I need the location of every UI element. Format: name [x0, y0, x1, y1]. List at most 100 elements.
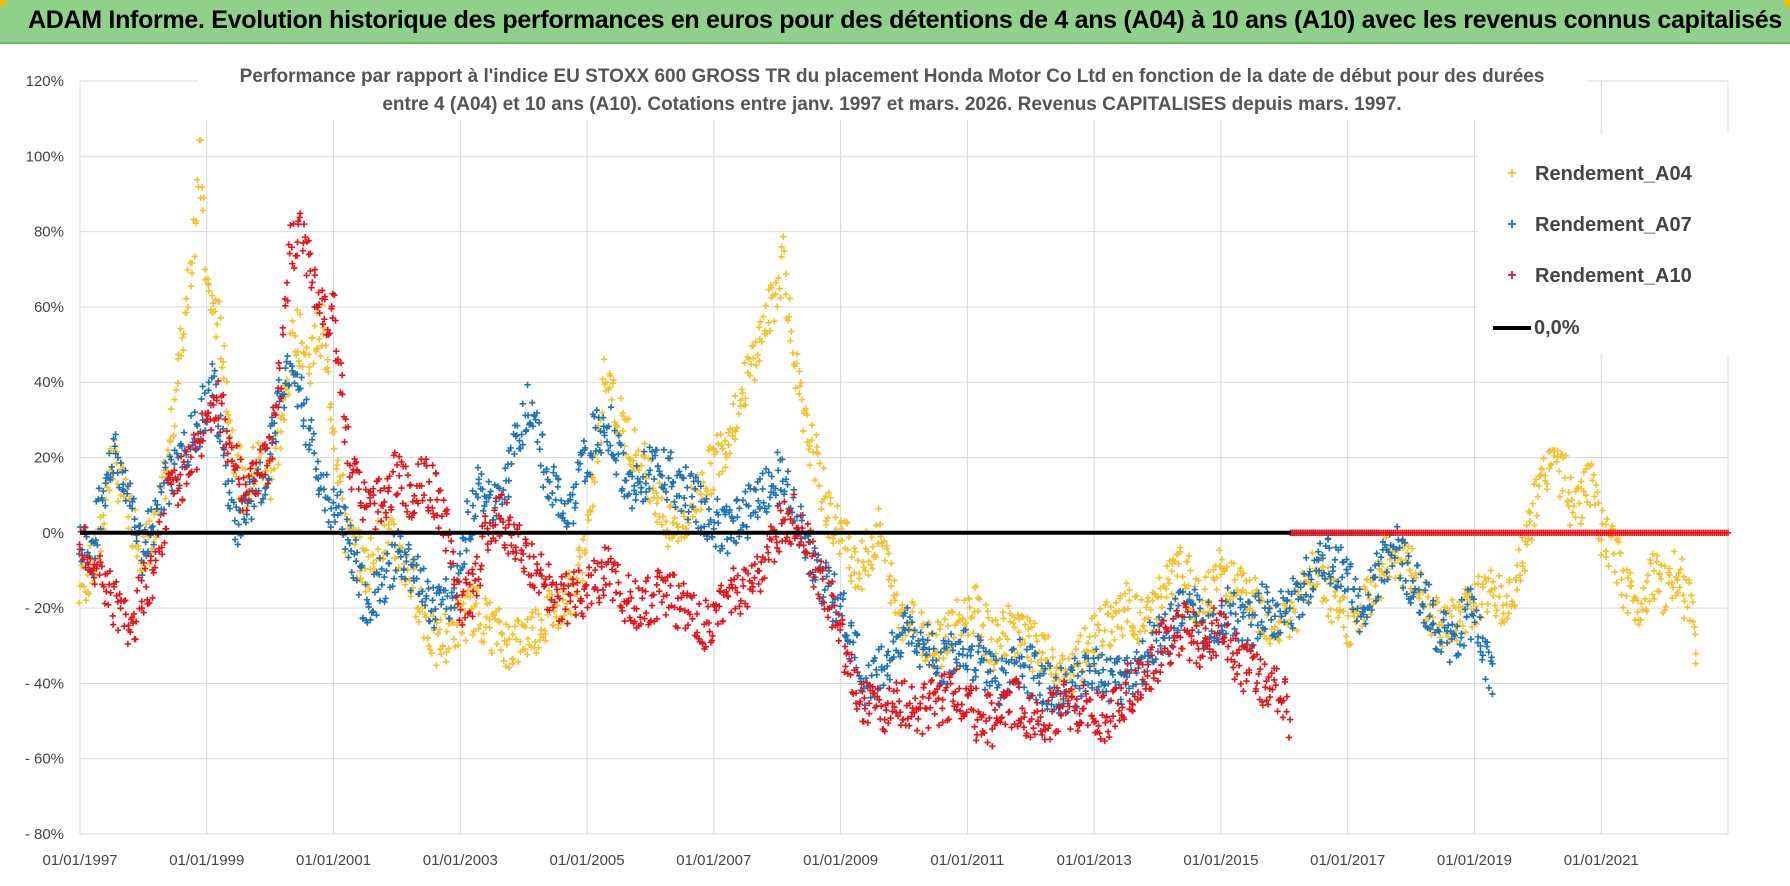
point-rendement-a04: [1168, 567, 1175, 575]
point-rendement-a07: [1234, 617, 1242, 625]
point-rendement-a10: [653, 581, 661, 589]
y-tick-label: 60%: [34, 299, 64, 316]
point-rendement-a10: [919, 693, 926, 701]
point-rendement-a10: [303, 272, 310, 279]
point-rendement-a04: [1336, 598, 1344, 605]
point-rendement-a04: [1492, 612, 1499, 619]
point-rendement-a07: [1076, 685, 1083, 692]
point-rendement-a07: [1405, 552, 1412, 560]
point-rendement-a07: [605, 447, 612, 454]
point-rendement-a07: [762, 465, 770, 473]
point-rendement-a07: [743, 523, 750, 530]
point-rendement-a04: [85, 590, 93, 598]
point-rendement-a07: [931, 663, 938, 670]
point-rendement-a07: [1300, 596, 1307, 604]
point-rendement-a04: [1118, 625, 1125, 632]
point-rendement-a10: [170, 490, 177, 498]
point-rendement-a04: [1115, 607, 1123, 615]
point-rendement-a04: [1091, 612, 1098, 619]
point-rendement-a04: [1075, 638, 1082, 645]
point-rendement-a07: [424, 578, 431, 585]
point-rendement-a10: [1030, 724, 1037, 732]
point-rendement-a07: [1205, 599, 1212, 606]
point-rendement-a10: [261, 441, 269, 448]
point-rendement-a04: [662, 518, 670, 525]
point-rendement-a07: [1193, 612, 1200, 620]
point-rendement-a04: [956, 611, 963, 618]
point-rendement-a10: [606, 580, 613, 588]
point-rendement-a04: [762, 302, 769, 309]
point-rendement-a07: [662, 488, 670, 496]
point-rendement-a10: [295, 221, 302, 228]
point-rendement-a04: [1541, 472, 1549, 479]
point-rendement-a07: [705, 505, 713, 513]
point-rendement-a10: [1111, 723, 1119, 730]
point-rendement-a04: [1496, 593, 1503, 600]
point-rendement-a04: [1559, 487, 1566, 494]
point-rendement-a07: [729, 517, 737, 525]
point-rendement-a07: [147, 506, 155, 513]
point-rendement-a07: [400, 566, 408, 573]
point-rendement-a07: [1018, 653, 1025, 660]
point-rendement-a04: [1179, 573, 1186, 581]
point-rendement-a04: [788, 328, 795, 335]
point-rendement-a07: [280, 404, 288, 411]
point-rendement-a04: [729, 432, 736, 440]
point-rendement-a04: [804, 411, 811, 418]
point-rendement-a04: [490, 611, 498, 619]
point-rendement-a07: [1146, 619, 1153, 626]
point-rendement-a10: [520, 568, 528, 575]
point-rendement-a10: [1279, 714, 1287, 721]
point-rendement-a10: [916, 700, 924, 707]
point-rendement-a04: [1580, 488, 1587, 495]
point-rendement-a07: [1383, 568, 1391, 576]
point-rendement-a10: [331, 291, 338, 299]
point-rendement-a07: [1441, 624, 1448, 631]
point-rendement-a07: [1046, 662, 1054, 670]
point-rendement-a04: [1124, 605, 1132, 612]
point-rendement-a04: [1649, 550, 1657, 557]
point-rendement-a04: [341, 511, 349, 518]
point-rendement-a10: [349, 469, 356, 476]
point-rendement-a07: [1035, 680, 1043, 687]
point-rendement-a07: [646, 467, 654, 474]
point-rendement-a04: [823, 517, 830, 525]
point-rendement-a10: [1020, 724, 1028, 731]
point-rendement-a10: [177, 453, 185, 460]
point-rendement-a04: [846, 564, 853, 572]
point-rendement-a10: [264, 480, 272, 487]
point-rendement-a07: [675, 468, 683, 475]
point-rendement-a07: [660, 446, 668, 454]
point-rendement-a04: [1028, 658, 1035, 665]
point-rendement-a04: [212, 333, 220, 341]
point-rendement-a07: [337, 509, 344, 517]
point-rendement-a07: [346, 540, 353, 547]
point-rendement-a04: [1134, 635, 1141, 643]
point-rendement-a07: [1293, 579, 1301, 587]
point-rendement-a07: [403, 551, 410, 558]
point-rendement-a07: [150, 541, 157, 548]
point-rendement-a04: [1205, 568, 1212, 576]
point-rendement-a04: [164, 446, 172, 454]
point-rendement-a10: [764, 549, 772, 556]
point-rendement-a07: [199, 383, 206, 390]
point-rendement-a04: [726, 450, 734, 457]
point-rendement-a07: [1334, 578, 1342, 585]
point-rendement-a07: [413, 575, 420, 582]
point-rendement-a04: [731, 435, 739, 443]
point-rendement-a10: [627, 588, 634, 595]
point-rendement-a10: [1040, 721, 1048, 729]
point-rendement-a07: [149, 523, 156, 530]
point-rendement-a10: [866, 710, 873, 717]
point-rendement-a07: [413, 561, 420, 569]
point-rendement-a04: [750, 342, 757, 350]
point-rendement-a10: [361, 479, 368, 486]
point-rendement-a04: [869, 543, 877, 550]
point-rendement-a04: [1126, 597, 1133, 604]
point-rendement-a07: [974, 633, 982, 640]
point-rendement-a07: [697, 524, 705, 531]
point-rendement-a07: [371, 589, 379, 596]
point-rendement-a04: [1519, 563, 1527, 570]
point-rendement-a04: [1119, 632, 1126, 639]
point-rendement-a04: [885, 550, 892, 557]
